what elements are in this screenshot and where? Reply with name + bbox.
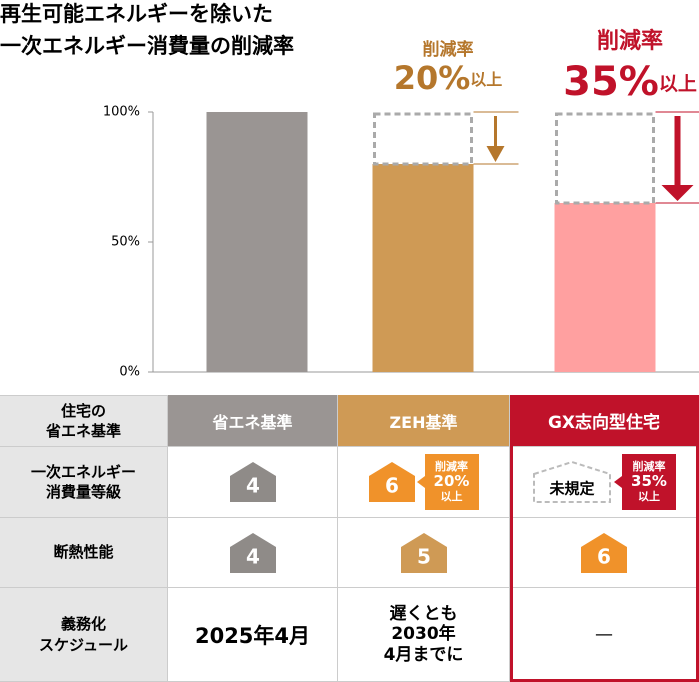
y-tick-label: 0% xyxy=(119,365,140,380)
annotation-title: 削減率 xyxy=(597,28,663,54)
annotation-value: 20% xyxy=(394,59,471,97)
cell: 6 xyxy=(510,518,699,588)
badge-title: 削減率 xyxy=(435,459,468,473)
reduction-box xyxy=(555,112,655,205)
chart-title: 一次エネルギー消費量の削減率 xyxy=(0,34,294,58)
cell: 5 xyxy=(338,518,510,588)
annotation-value: 35%以上 xyxy=(563,59,697,105)
cell: 4 xyxy=(168,518,338,588)
badge: 削減率 20% 以上 xyxy=(416,454,479,510)
grade-icon: 6 xyxy=(368,462,415,502)
bar xyxy=(206,112,308,372)
bar xyxy=(372,164,474,372)
annotation-value: 35% xyxy=(563,59,659,105)
highlight-frame xyxy=(510,395,699,682)
grade: 6 xyxy=(597,544,611,568)
badge-suffix: 以上 xyxy=(638,489,660,503)
grade: 6 xyxy=(385,474,399,498)
header-cell: GX志向型住宅 xyxy=(510,395,699,447)
grade-icon: 6 xyxy=(581,532,627,573)
row-label: 一次エネルギー 消費量等級 xyxy=(0,447,168,518)
cell: 2025年4月 xyxy=(168,588,338,682)
y-tick-label: 100% xyxy=(103,105,140,120)
grade: 未規定 xyxy=(548,480,594,498)
cell: 6 削減率 20% 以上 xyxy=(338,447,510,518)
grade: 4 xyxy=(246,474,260,498)
cell: 未規定 削減率 35% 以上 xyxy=(510,447,699,518)
grade-icon: 5 xyxy=(400,532,447,573)
chart: 再生可能エネルギーを除いた 一次エネルギー消費量の削減率 0% 50% 100% 削減… xyxy=(0,2,699,380)
grade-icon: 4 xyxy=(229,532,276,573)
annotation-title: 削減率 xyxy=(423,39,474,60)
badge-suffix: 以上 xyxy=(440,489,463,503)
reduction-box xyxy=(373,112,473,166)
cell: 遅くとも 2030年 4月までに xyxy=(338,588,510,682)
grade: 5 xyxy=(417,544,431,568)
bar xyxy=(554,203,656,372)
annotation-suffix: 以上 xyxy=(470,70,502,89)
annotation-value: 20%以上 xyxy=(394,59,503,97)
annotation-suffix: 以上 xyxy=(659,73,697,95)
row-label: 義務化 スケジュール xyxy=(0,588,168,682)
badge-value: 35% xyxy=(631,472,667,491)
arrow-head xyxy=(661,185,694,201)
undefined-icon: 未規定 xyxy=(533,460,611,503)
header-cell: ZEH基準 xyxy=(338,395,510,447)
row-label: 断熱性能 xyxy=(0,518,168,588)
arrow-head xyxy=(486,146,505,162)
header-cell: 省エネ基準 xyxy=(168,395,338,447)
header-cell: 住宅の 省エネ基準 xyxy=(0,395,168,447)
cell: 4 xyxy=(168,447,338,518)
y-tick-label: 50% xyxy=(111,235,140,250)
table: 住宅の 省エネ基準 省エネ基準 ZEH基準 GX志向型住宅 一次エネルギー 消費… xyxy=(0,395,699,682)
grade-icon: 4 xyxy=(229,462,276,502)
grade: 4 xyxy=(246,544,260,568)
chart-title: 再生可能エネルギーを除いた xyxy=(0,2,273,26)
badge-value: 20% xyxy=(433,472,470,491)
badge: 削減率 35% 以上 xyxy=(614,454,676,510)
badge-title: 削減率 xyxy=(632,459,666,473)
